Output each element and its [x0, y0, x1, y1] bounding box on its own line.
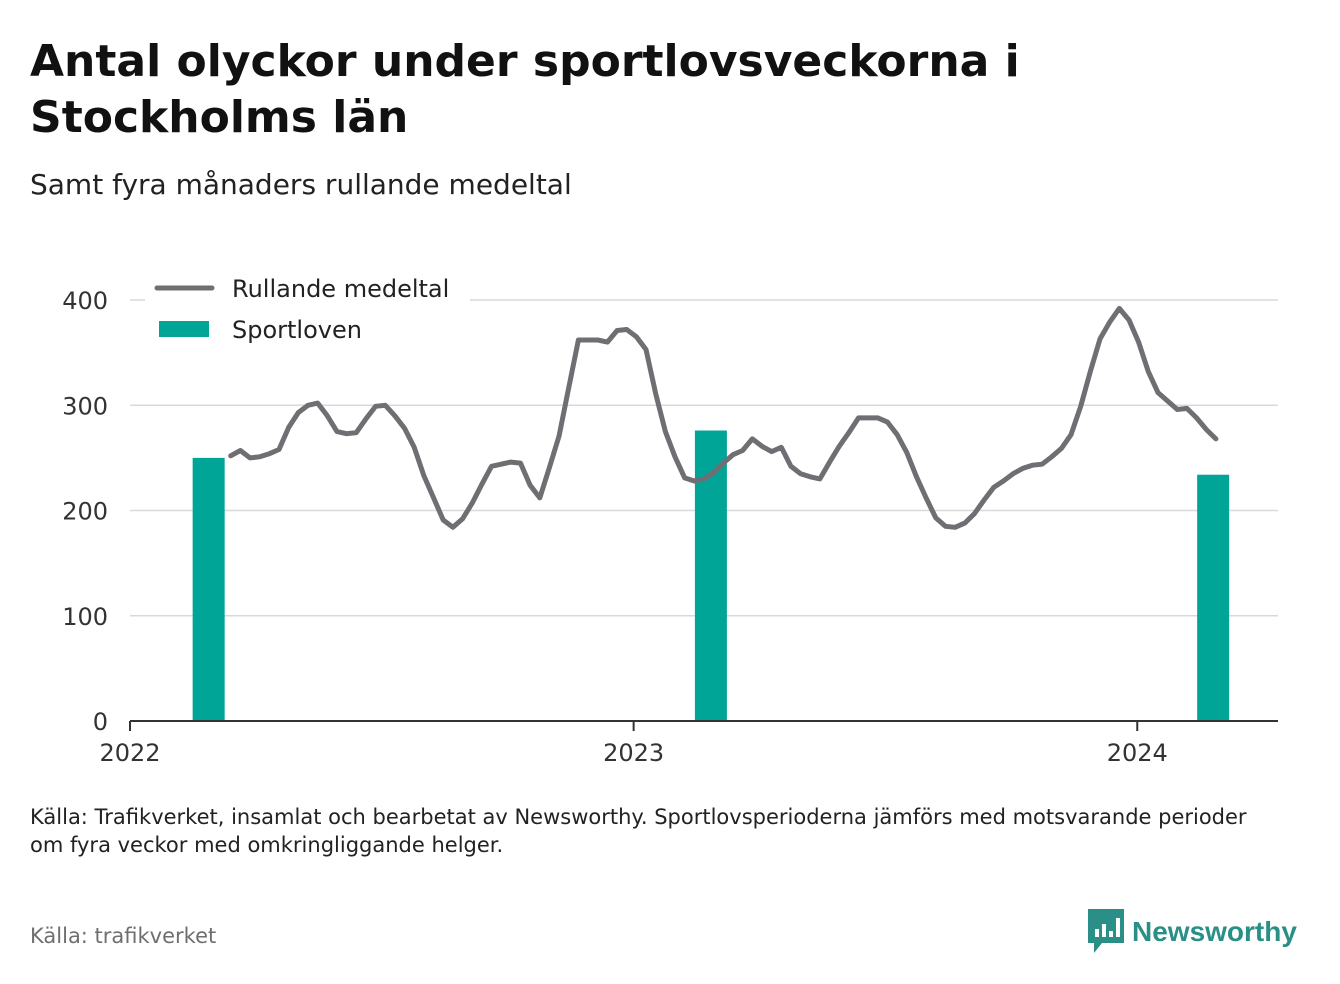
y-tick-label: 400: [62, 287, 108, 315]
chart-title: Antal olyckor under sportlovsveckorna i …: [30, 36, 1020, 143]
x-tick-label: 2022: [99, 739, 160, 767]
rolling-average-line: [228, 305, 1219, 530]
sportlov-bar: [192, 457, 225, 721]
brand-logo: Newsworthy: [1088, 908, 1297, 956]
legend-background: [145, 266, 470, 356]
axes: 0 100 200 300 400 2022 2023 2024: [62, 287, 1278, 767]
newsworthy-logo-icon: [1088, 909, 1124, 953]
y-tick-label: 200: [62, 498, 108, 526]
brand-name: Newsworthy: [1132, 916, 1297, 947]
x-tick-label: 2024: [1107, 739, 1168, 767]
source-label: Källa: trafikverket: [30, 924, 217, 948]
y-tick-label: 0: [93, 708, 108, 736]
chart-subtitle: Samt fyra månaders rullande medeltal: [30, 168, 572, 201]
legend-label: Sportloven: [232, 316, 362, 344]
rolling-average-path: [228, 305, 1219, 530]
y-tick-label: 100: [62, 603, 108, 631]
sportlov-bar: [1197, 474, 1230, 721]
chart-footnote: Källa: Trafikverket, insamlat och bearbe…: [30, 805, 1247, 857]
legend-bar-swatch: [159, 321, 209, 337]
x-tick-label: 2023: [603, 739, 664, 767]
accident-chart: 0 100 200 300 400 2022 2023 2024 Rullande medel…: [62, 266, 1278, 767]
sportlov-bars: [192, 430, 1230, 721]
y-tick-label: 300: [62, 392, 108, 420]
legend: Rullande medeltal Sportloven: [145, 266, 470, 356]
legend-label: Rullande medeltal: [232, 275, 449, 303]
